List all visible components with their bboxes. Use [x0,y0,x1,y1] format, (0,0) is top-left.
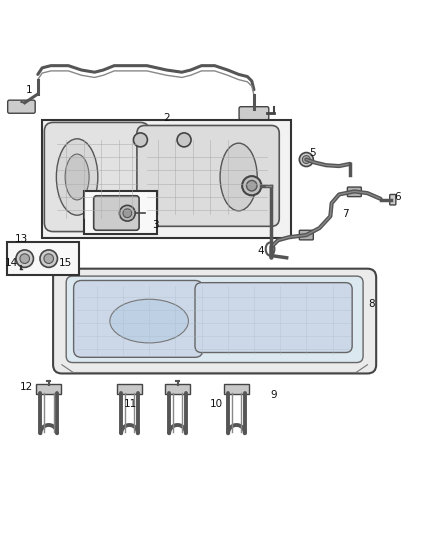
FancyBboxPatch shape [53,269,376,374]
FancyBboxPatch shape [7,243,79,275]
Circle shape [302,156,310,164]
Text: 11: 11 [124,399,138,409]
FancyBboxPatch shape [239,107,269,120]
Circle shape [247,181,257,191]
FancyBboxPatch shape [66,276,363,362]
FancyBboxPatch shape [195,282,352,352]
FancyBboxPatch shape [117,384,142,394]
FancyBboxPatch shape [94,196,139,230]
Ellipse shape [110,299,188,343]
Text: 8: 8 [368,298,375,309]
FancyBboxPatch shape [36,384,61,394]
Text: 4: 4 [257,246,264,256]
Circle shape [16,250,33,268]
FancyBboxPatch shape [165,384,190,394]
FancyBboxPatch shape [84,191,157,234]
Circle shape [40,250,57,268]
Ellipse shape [65,154,89,200]
FancyBboxPatch shape [8,100,35,113]
Circle shape [177,133,191,147]
Circle shape [242,176,261,195]
Text: 12: 12 [20,382,34,392]
FancyBboxPatch shape [390,195,396,205]
FancyBboxPatch shape [224,384,249,394]
Text: 14: 14 [5,258,18,268]
Circle shape [299,152,313,166]
Circle shape [20,254,29,263]
FancyBboxPatch shape [74,280,203,357]
Ellipse shape [57,139,98,215]
Text: 3: 3 [152,220,159,230]
Circle shape [123,209,132,217]
Circle shape [134,133,148,147]
Ellipse shape [220,143,257,211]
Circle shape [44,254,53,263]
FancyBboxPatch shape [299,230,313,240]
Text: 2: 2 [163,113,170,123]
FancyBboxPatch shape [42,120,291,238]
FancyBboxPatch shape [137,125,279,227]
Text: 13: 13 [15,235,28,245]
Circle shape [120,205,135,221]
Text: 15: 15 [59,258,72,268]
FancyBboxPatch shape [347,187,361,197]
Text: 5: 5 [310,148,316,158]
Text: 1: 1 [26,85,32,95]
Text: 9: 9 [270,390,277,400]
FancyBboxPatch shape [44,123,149,231]
Text: 7: 7 [343,209,349,219]
Text: 10: 10 [210,399,223,409]
Text: 6: 6 [395,192,401,201]
